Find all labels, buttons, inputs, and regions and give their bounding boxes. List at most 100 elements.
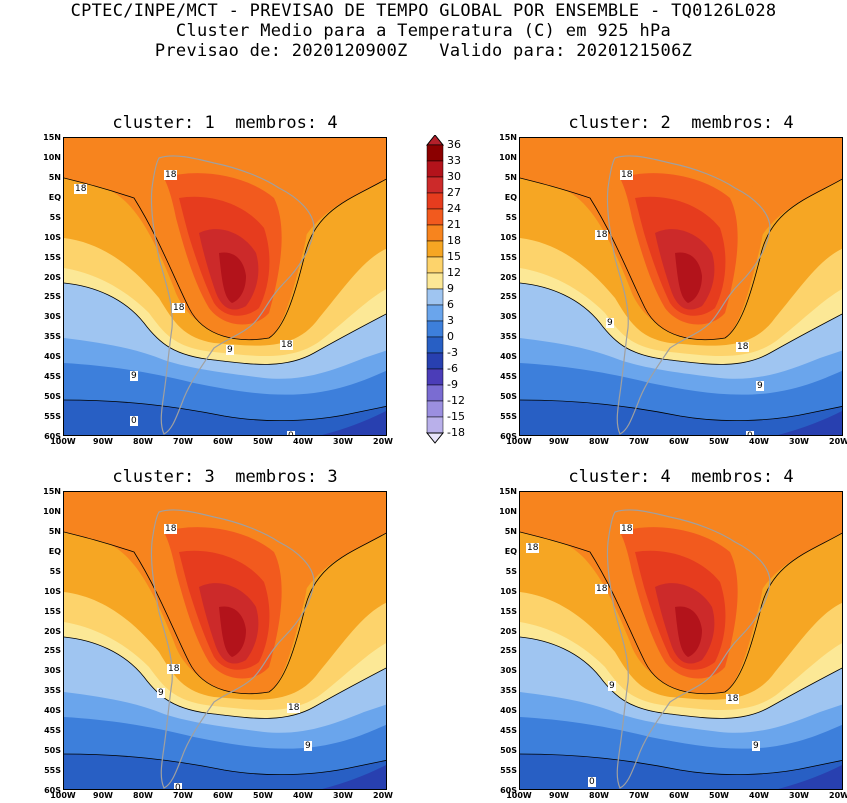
band-33 [675, 252, 702, 303]
contour-label: 9 [304, 741, 312, 751]
band-minus3 [322, 411, 386, 435]
colorbar-label: 27 [447, 186, 461, 199]
lat-label: EQ [504, 192, 517, 202]
lat-label: 20S [500, 626, 517, 636]
lat-label: 5N [48, 172, 61, 182]
panel-title-1: cluster: 1 membros: 4 [112, 113, 338, 133]
lat-label: 55S [500, 412, 517, 422]
lat-label: 10S [500, 232, 517, 242]
lat-label: 50S [44, 746, 61, 756]
lat-label: 15N [499, 487, 517, 496]
colorbar-box [426, 272, 444, 290]
colorbar-box [426, 176, 444, 194]
band-0 [520, 754, 842, 789]
title-line-1: CPTEC/INPE/MCT - PREVISAO DE TEMPO GLOBA… [70, 1, 777, 21]
lon-label: 20W [829, 791, 847, 800]
colorbar-scale [425, 135, 445, 444]
band-0 [64, 754, 386, 789]
colorbar-box [426, 144, 444, 162]
lat-label: 50S [500, 746, 517, 756]
lat-label: 5S [505, 212, 517, 222]
lon-label: 100W [50, 437, 76, 446]
lat-label: EQ [48, 192, 61, 202]
contour-label: 18 [280, 340, 294, 350]
colorbar-label: -3 [447, 346, 458, 359]
band-33 [675, 606, 702, 657]
lat-label: 30S [500, 666, 517, 676]
lat-label: 60S [500, 432, 517, 441]
temperature-field [520, 492, 842, 789]
lat-label: 30S [500, 312, 517, 322]
contour-label: 18 [595, 584, 609, 594]
colorbar-label: 6 [447, 298, 454, 311]
colorbar-label: 9 [447, 282, 454, 295]
lat-label: 15S [44, 606, 61, 616]
contour-label: 9 [752, 741, 760, 751]
lon-label: 60W [213, 791, 233, 800]
contour-label: 18 [736, 342, 750, 352]
colorbar-label: 18 [447, 234, 461, 247]
lat-label: 15S [500, 606, 517, 616]
coastline [606, 155, 771, 435]
contour-label: 0 [746, 431, 754, 435]
lon-label: 20W [373, 437, 393, 446]
lat-label: 10S [44, 232, 61, 242]
contour-label: 9 [226, 345, 234, 355]
lon-label: 70W [173, 791, 193, 800]
contour-label: 9 [157, 688, 165, 698]
lat-label: 15N [499, 133, 517, 142]
colorbar-box [426, 416, 444, 434]
panel-title-4: cluster: 4 membros: 4 [568, 467, 794, 487]
colorbar-box [426, 336, 444, 354]
band-33 [219, 606, 246, 657]
lat-label: 35S [44, 332, 61, 342]
colorbar-label: 30 [447, 170, 461, 183]
lat-label: 10N [499, 506, 517, 516]
coastline [150, 509, 315, 789]
lon-label: 70W [629, 437, 649, 446]
colorbar-label: -18 [447, 426, 465, 439]
lat-label: EQ [504, 546, 517, 556]
colorbar-box [426, 224, 444, 242]
contour-label: 18 [620, 524, 634, 534]
lon-label: 60W [213, 437, 233, 446]
band-33 [219, 252, 246, 303]
lat-label: 25S [500, 646, 517, 656]
coastline [150, 155, 315, 435]
lon-label: 80W [589, 791, 609, 800]
colorbar-box [426, 208, 444, 226]
title-line-2: Cluster Medio para a Temperatura (C) em … [175, 21, 672, 41]
contour-line-3 [64, 399, 386, 421]
colorbar-box [426, 160, 444, 178]
contour-label: 0 [588, 777, 596, 787]
lat-label: 50S [44, 392, 61, 402]
lon-label: 90W [549, 791, 569, 800]
contour-label: 18 [526, 543, 540, 553]
contour-label: 0 [287, 431, 295, 435]
coastline [606, 509, 771, 789]
lat-label: 40S [500, 706, 517, 716]
lon-label: 60W [669, 437, 689, 446]
lon-label: 70W [629, 791, 649, 800]
colorbar-label: 0 [447, 330, 454, 343]
colorbar-label: 33 [447, 154, 461, 167]
colorbar-label: 15 [447, 250, 461, 263]
lat-label: 5S [49, 566, 61, 576]
lon-label: 20W [829, 437, 847, 446]
lat-label: 55S [44, 766, 61, 776]
lon-label: 30W [333, 437, 353, 446]
lon-label: 90W [93, 437, 113, 446]
colorbar-label: -6 [447, 362, 458, 375]
lat-label: 10N [499, 152, 517, 162]
colorbar-box [426, 384, 444, 402]
colorbar-box [426, 192, 444, 210]
panel-title-2: cluster: 2 membros: 4 [568, 113, 794, 133]
contour-label: 18 [595, 230, 609, 240]
title-line-3: Previsao de: 2020120900Z Valido para: 20… [154, 41, 693, 61]
contour-label: 0 [174, 783, 182, 789]
lat-label: 45S [44, 726, 61, 736]
map-panel-2: 18 18 9 18 9 0 [519, 137, 843, 436]
lat-label: 60S [44, 786, 61, 795]
lat-label: 45S [500, 372, 517, 382]
lat-label: 60S [44, 432, 61, 441]
